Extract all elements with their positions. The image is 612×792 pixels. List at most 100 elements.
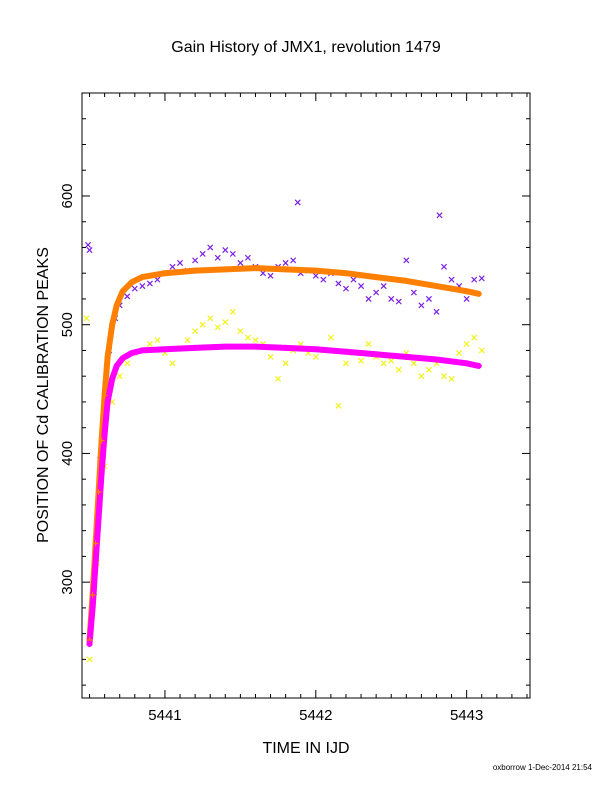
upper-fit-marker <box>101 392 108 399</box>
upper-peak-point <box>403 257 410 264</box>
lower-peak-point <box>244 334 251 341</box>
lower-peak-point <box>184 337 191 344</box>
lower-peak-point <box>448 375 455 382</box>
upper-peak-point <box>177 259 184 266</box>
lower-peak-point <box>335 402 342 409</box>
upper-peak-point <box>410 289 417 296</box>
upper-peak-point <box>471 276 478 283</box>
upper-fit-marker <box>282 266 289 273</box>
lower-peak-point <box>312 353 319 360</box>
x-axis-label: TIME IN IJD <box>262 740 349 757</box>
x-tick-label: 5442 <box>299 707 332 724</box>
y-tick-label: 400 <box>59 441 76 466</box>
upper-fit-marker <box>252 265 259 272</box>
lower-peak-point <box>192 328 199 335</box>
lower-fit-marker <box>463 360 470 367</box>
upper-peak-point <box>395 298 402 305</box>
plot-frame <box>81 92 531 699</box>
lower-peak-point <box>124 360 131 367</box>
lower-peak-point <box>267 353 274 360</box>
lower-fit-marker <box>192 344 199 351</box>
x-tick-label: 5441 <box>148 707 181 724</box>
lower-peak-point <box>199 321 206 328</box>
lower-fit-marker <box>342 348 349 355</box>
upper-peak-point <box>478 275 485 282</box>
lower-peak-point <box>116 373 123 380</box>
upper-fit-marker <box>128 279 135 286</box>
lower-peak-point <box>282 360 289 367</box>
lower-peak-point <box>214 324 221 331</box>
lower-peak-point <box>358 357 365 364</box>
upper-peak-point <box>207 244 214 251</box>
upper-fit-marker <box>119 288 126 295</box>
upper-peak-point <box>244 254 251 261</box>
lower-peak-point <box>229 308 236 315</box>
upper-peak-point <box>192 257 199 264</box>
upper-peak-point <box>199 250 206 257</box>
upper-fit-marker <box>403 277 410 284</box>
upper-fit-marker <box>463 288 470 295</box>
lower-fit-marker <box>98 469 105 476</box>
lower-peak-point <box>169 360 176 367</box>
lower-peak-point <box>146 340 153 348</box>
axis-ticks: 5441 5442 5443 300 400 500 600 <box>59 92 530 724</box>
lower-peak-point <box>237 328 244 335</box>
lower-peak-point <box>463 340 470 348</box>
upper-fit-marker <box>104 353 111 360</box>
upper-peak-point <box>237 259 244 266</box>
lower-peak-point <box>222 319 229 326</box>
upper-peak-point <box>433 308 440 315</box>
upper-fit-marker <box>113 302 120 309</box>
lower-fit-marker <box>101 431 108 438</box>
x-tick-label: 5443 <box>450 707 483 724</box>
lower-peak-point <box>380 360 387 367</box>
lower-fit-marker <box>475 362 482 369</box>
upper-peak-point <box>267 272 274 279</box>
lower-peak-point <box>154 337 161 344</box>
y-tick-label: 600 <box>59 183 76 208</box>
lower-fit-marker <box>92 559 99 566</box>
upper-peak-point <box>86 247 93 254</box>
upper-fit-marker <box>139 274 146 281</box>
lower-peak-point <box>365 340 372 348</box>
lower-fit-marker <box>109 375 116 382</box>
upper-fit-marker <box>342 270 349 277</box>
y-axis-label: POSITION OF Cd CALIBRATION PEAKS <box>35 247 52 543</box>
upper-peak-point <box>418 302 425 309</box>
upper-peak-point <box>440 263 448 270</box>
upper-fit-marker <box>89 592 96 599</box>
lower-fit-marker <box>113 362 120 369</box>
lower-fit-line <box>86 343 482 647</box>
upper-peak-point <box>229 250 236 257</box>
upper-peak-point <box>124 293 131 300</box>
lower-peak-point <box>478 347 485 354</box>
lower-peak-point <box>275 375 282 382</box>
upper-fit-line <box>86 265 482 644</box>
chart-title: Gain History of JMX1, revolution 1479 <box>171 39 441 56</box>
upper-peak-point <box>365 295 372 302</box>
upper-fit-marker <box>98 437 105 444</box>
lower-peak-point <box>395 366 402 373</box>
upper-peak-point <box>358 283 365 290</box>
upper-peak-point <box>146 280 153 287</box>
upper-peak-point <box>463 295 470 302</box>
y-tick-label: 500 <box>59 312 76 337</box>
lower-fit-marker <box>104 398 111 405</box>
lower-peak-point <box>410 360 417 367</box>
lower-fit-marker <box>222 343 229 350</box>
upper-peak-point <box>335 280 342 287</box>
lower-fit-marker <box>139 347 146 354</box>
upper-peak-point <box>222 247 229 254</box>
upper-peak-point <box>342 285 349 292</box>
upper-fit-marker <box>312 267 319 274</box>
lower-peak-point <box>83 315 90 322</box>
upper-peak-point <box>154 276 161 283</box>
upper-peak-point <box>294 199 301 206</box>
upper-peak-point <box>436 212 443 219</box>
lower-fit-marker <box>403 353 410 360</box>
lower-peak-point <box>86 656 93 663</box>
lower-fit-marker <box>119 355 126 362</box>
upper-peak-point <box>85 241 92 248</box>
upper-fit-marker <box>95 489 102 496</box>
